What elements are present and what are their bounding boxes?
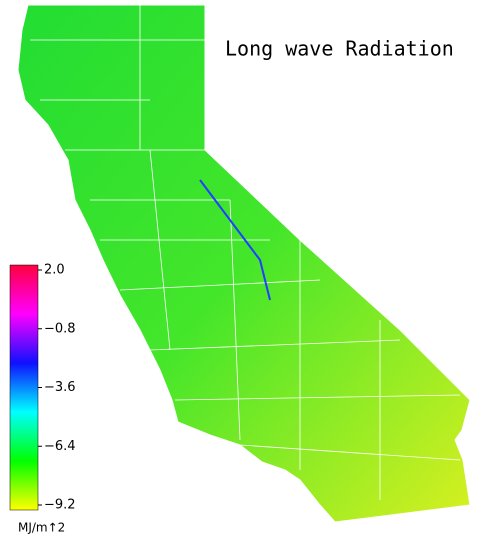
colorbar-unit: MJ/m↑2	[18, 521, 65, 535]
colorbar-tick-label: −3.6	[44, 380, 76, 395]
county-lines	[30, 5, 461, 500]
colorbar-tick-label: 2.0	[44, 263, 65, 278]
colorbar-tick-label: −6.4	[44, 439, 76, 454]
colorbar-tick-label: −0.8	[44, 321, 76, 336]
california-map	[17, 4, 471, 523]
sierra-lakes	[199, 179, 271, 301]
colorbar-tick-label: −9.2	[44, 498, 76, 513]
colorbar	[9, 264, 39, 511]
map-title: Long wave Radiation	[225, 37, 454, 61]
